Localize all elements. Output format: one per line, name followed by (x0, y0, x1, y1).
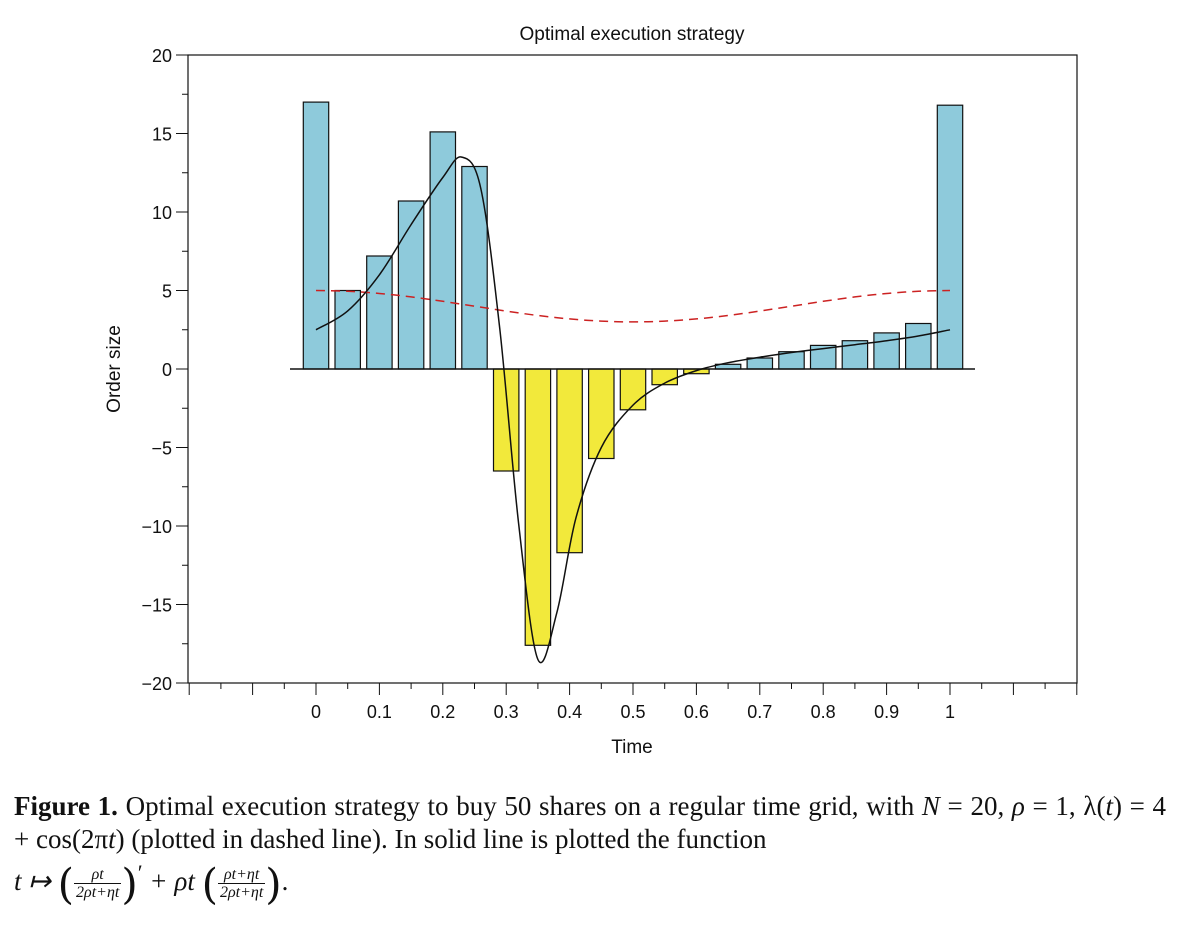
x-tick-label: 0.2 (430, 702, 455, 722)
fraction-2-denominator: 2ρt+ηt (219, 884, 264, 902)
bar (366, 255, 393, 370)
x-tick-label: 0.3 (494, 702, 519, 722)
y-tick-label: −5 (151, 439, 172, 459)
caption-t1: t (1105, 791, 1113, 821)
figure-caption: Figure 1. Optimal execution strategy to … (14, 791, 1167, 909)
y-tick-label: 10 (152, 203, 172, 223)
caption-text-3: = 1, λ( (1024, 791, 1106, 821)
fraction-1-denominator: 2ρt+ηt (76, 884, 120, 902)
bar (936, 104, 964, 370)
fraction-2-numerator: ρt+ηt (217, 866, 266, 885)
y-tick-label: 15 (152, 125, 172, 145)
x-axis: 0 0.1 0.2 0.3 0.4 0.5 0.6 0.7 0.8 0.9 1 (188, 683, 1078, 722)
lines-layer (315, 156, 951, 664)
bar (587, 368, 615, 460)
caption-end: . (281, 866, 289, 896)
bar (746, 357, 774, 370)
chart: Optimal execution strategy Time Order si… (104, 24, 1078, 758)
caption-text-2: = 20, (939, 791, 1012, 821)
chart-title: Optimal execution strategy (520, 24, 745, 45)
solid-series-line (315, 156, 951, 664)
caption-plus: + ρt (142, 866, 202, 896)
dashed-series-line (315, 289, 951, 323)
bar (619, 368, 647, 411)
bar (397, 200, 425, 370)
bar (461, 165, 488, 370)
caption-rho: ρ (1011, 791, 1025, 821)
x-tick-label: 0.9 (874, 702, 899, 722)
x-tick-label: 0.5 (620, 702, 645, 722)
caption-text-4: ) = 4 + cos(2π (14, 791, 1167, 854)
bar (904, 322, 932, 370)
x-tick-label: 1 (945, 702, 955, 722)
caption-label: Figure 1. (14, 791, 118, 821)
y-tick-label: −15 (141, 596, 172, 616)
bar (492, 368, 520, 472)
fraction-1-numerator: ρt (74, 866, 122, 885)
x-tick-label: 0.8 (811, 702, 836, 722)
caption-text-5: ) (plotted in dashed line). In solid lin… (115, 824, 767, 854)
x-tick-label: 0.7 (747, 702, 772, 722)
y-tick-label: −20 (141, 674, 172, 694)
y-tick-label: −10 (141, 517, 172, 537)
bar (429, 131, 457, 370)
caption-prime: ′ (137, 860, 143, 885)
y-tick-label: 20 (152, 46, 172, 66)
caption-fraction-2: ρt+ηt 2ρt+ηt (217, 866, 266, 902)
y-axis: 20 15 10 5 0 −5 −10 −15 −20 (141, 46, 188, 694)
x-tick-label: 0 (311, 702, 321, 722)
bar (524, 368, 552, 646)
x-tick-label: 0.6 (684, 702, 709, 722)
x-tick-label: 0.1 (367, 702, 392, 722)
bar (556, 368, 583, 554)
bars-layer (302, 101, 964, 646)
figure: Optimal execution strategy Time Order si… (104, 24, 1078, 758)
y-tick-label: 0 (162, 360, 172, 380)
x-axis-label: Time (611, 737, 653, 758)
y-axis-label: Order size (104, 325, 125, 413)
y-tick-label: 5 (162, 282, 172, 302)
caption-N: N (921, 791, 940, 821)
caption-fraction-1: ρt 2ρt+ηt (74, 866, 122, 902)
x-tick-label: 0.4 (557, 702, 582, 722)
bar (873, 332, 900, 370)
caption-text-1: Optimal execution strategy to buy 50 sha… (117, 791, 922, 821)
caption-map: t ↦ (14, 866, 58, 896)
caption-t2: t (108, 824, 116, 854)
